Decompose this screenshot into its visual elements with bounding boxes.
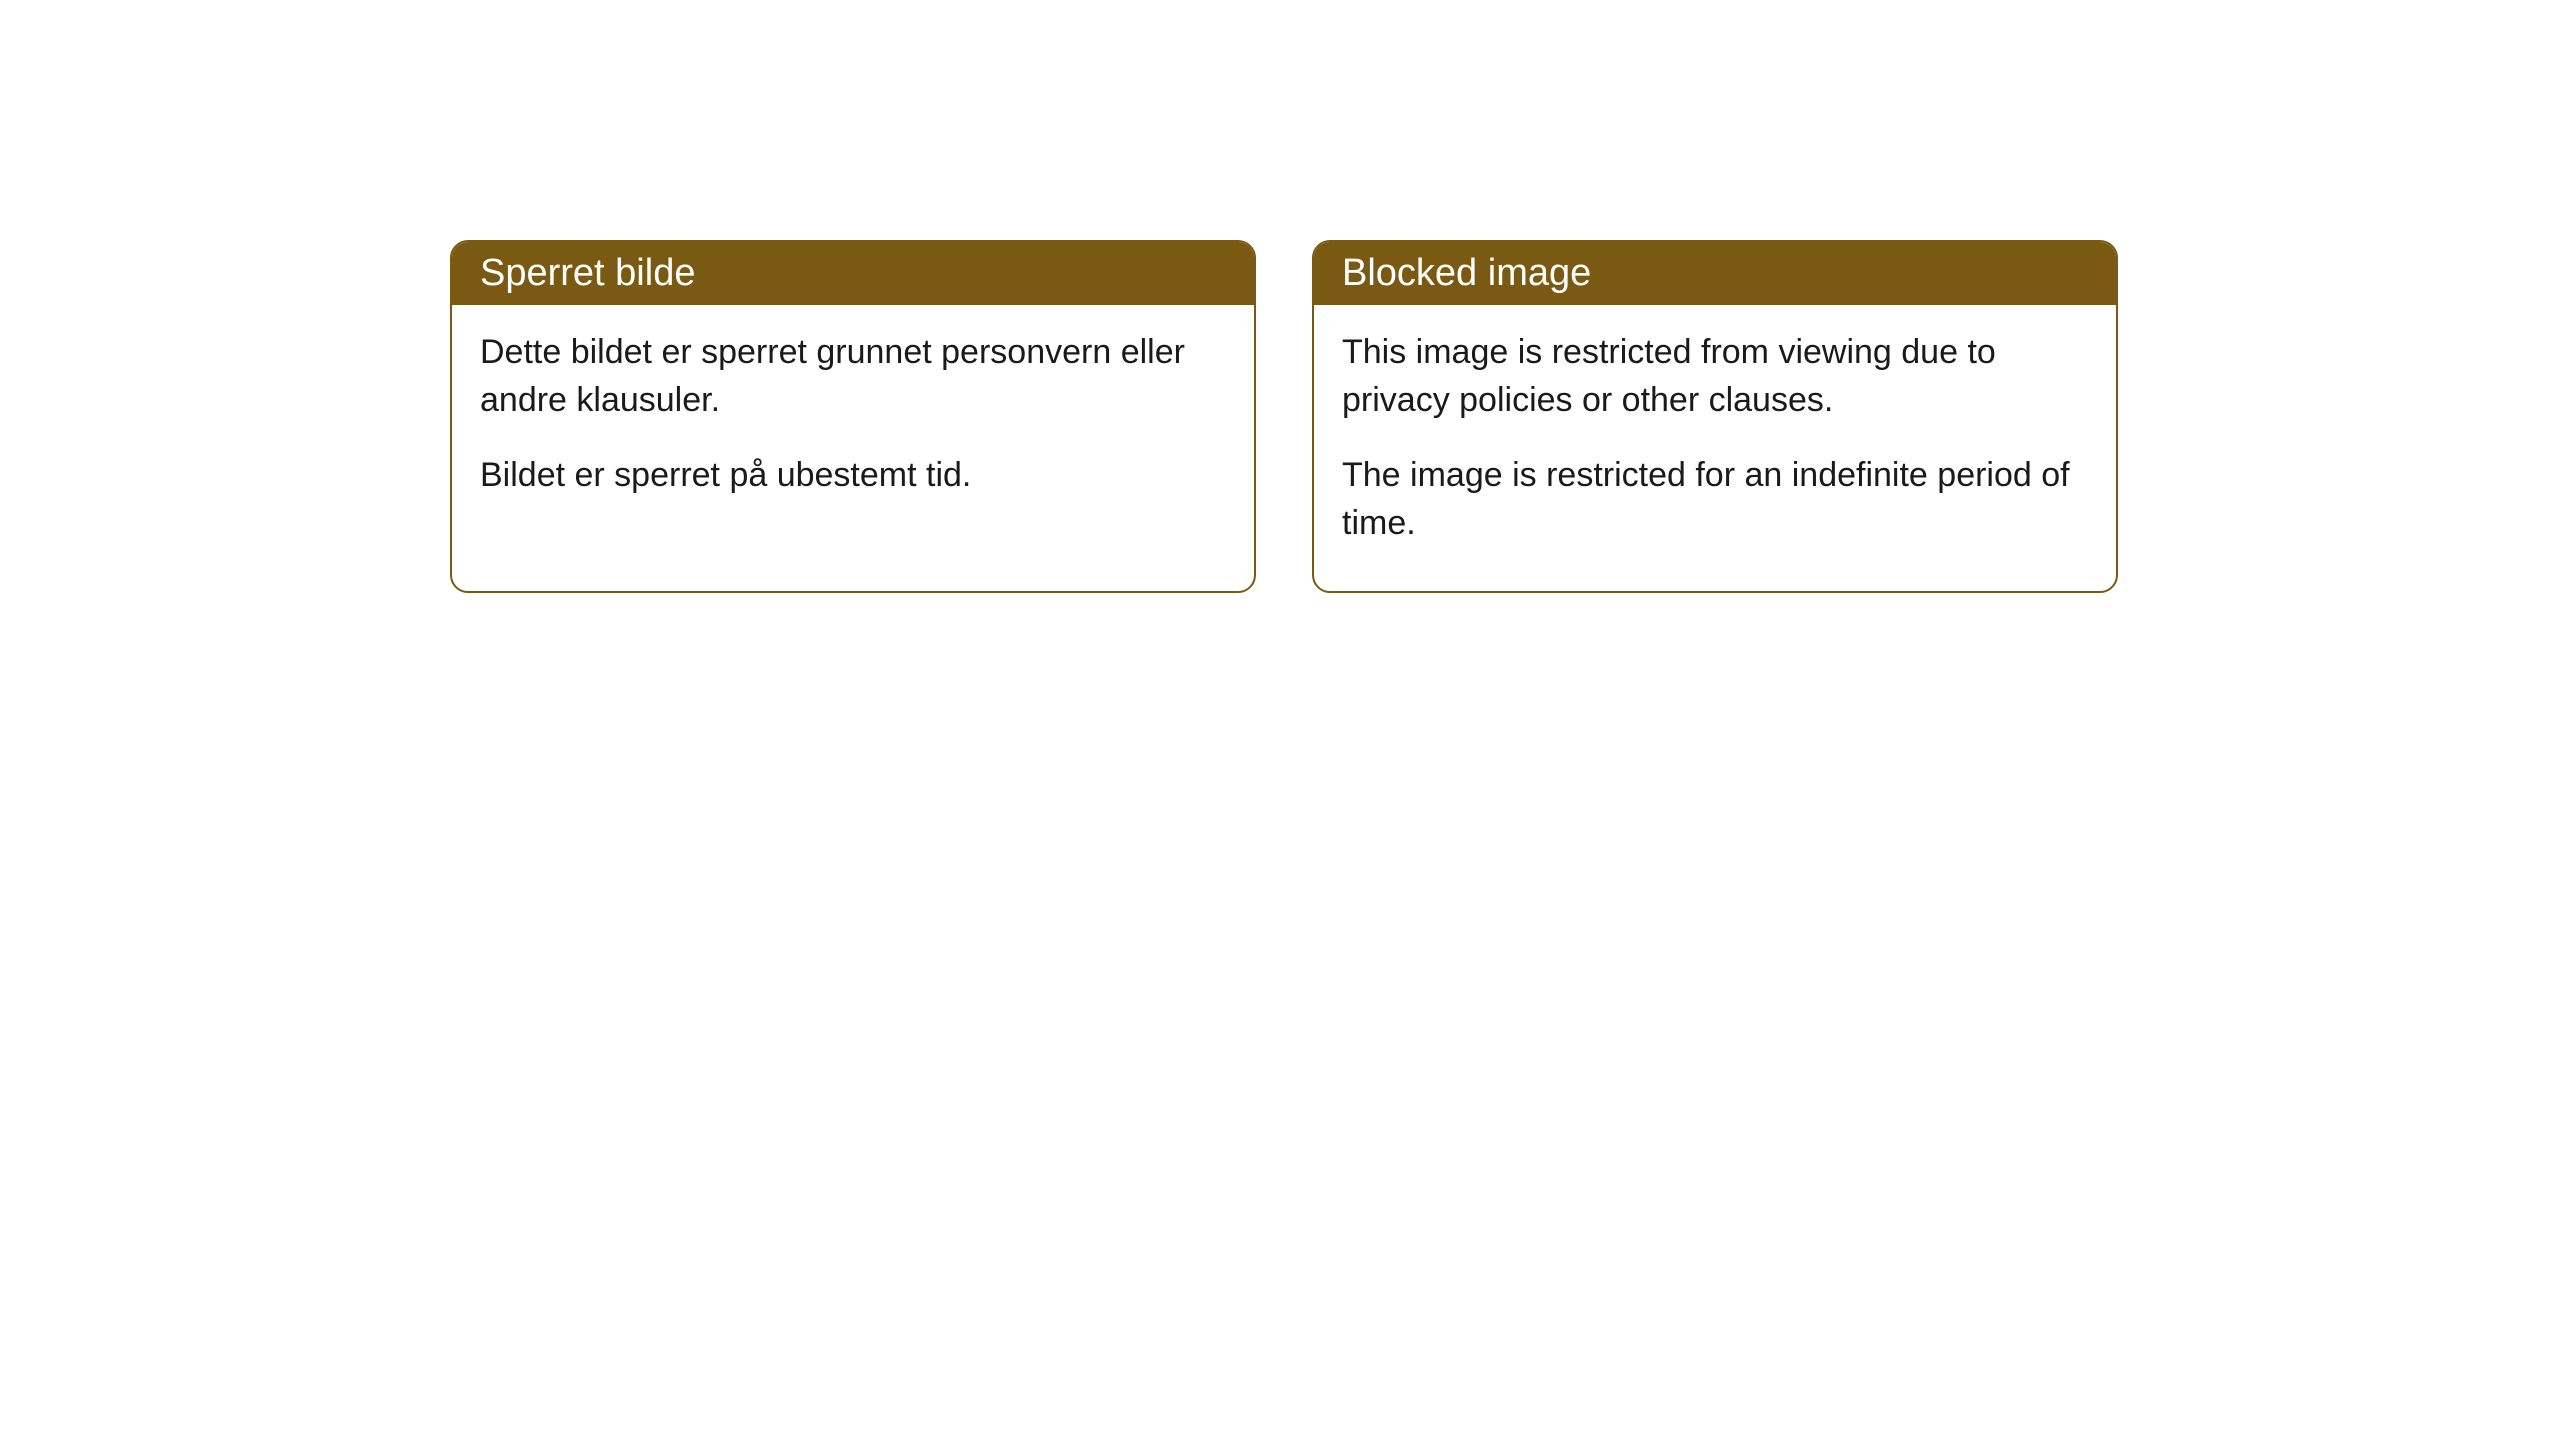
card-header: Sperret bilde — [452, 242, 1254, 305]
card-body: Dette bildet er sperret grunnet personve… — [452, 305, 1254, 544]
blocked-image-card-en: Blocked image This image is restricted f… — [1312, 240, 2118, 593]
card-paragraph-1: Dette bildet er sperret grunnet personve… — [480, 329, 1226, 424]
card-title: Sperret bilde — [480, 252, 695, 294]
blocked-image-card-no: Sperret bilde Dette bildet er sperret gr… — [450, 240, 1256, 593]
card-title: Blocked image — [1342, 252, 1591, 294]
card-paragraph-1: This image is restricted from viewing du… — [1342, 329, 2088, 424]
card-paragraph-2: The image is restricted for an indefinit… — [1342, 452, 2088, 547]
card-paragraph-2: Bildet er sperret på ubestemt tid. — [480, 452, 1226, 500]
notice-cards-container: Sperret bilde Dette bildet er sperret gr… — [450, 240, 2118, 593]
card-body: This image is restricted from viewing du… — [1314, 305, 2116, 591]
card-header: Blocked image — [1314, 242, 2116, 305]
